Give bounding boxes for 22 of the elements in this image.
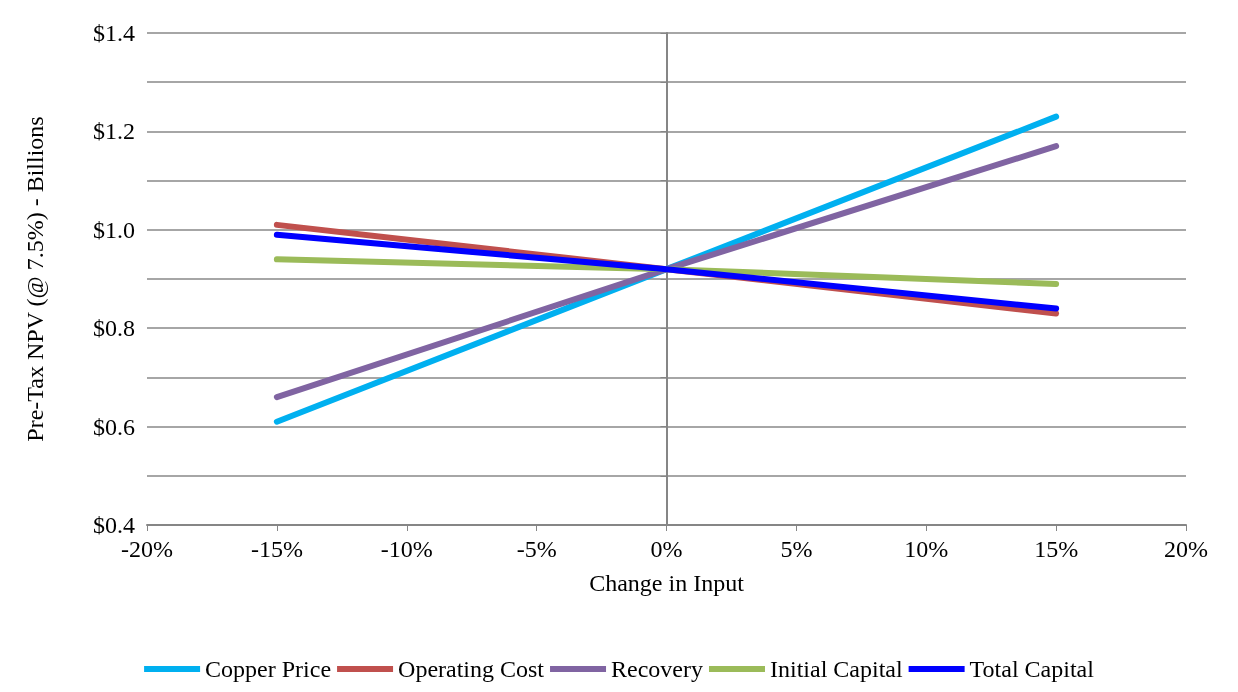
legend-label: Total Capital <box>969 656 1095 682</box>
y-tick-label: $1.2 <box>93 118 135 145</box>
x-tick-label: 0% <box>650 536 683 562</box>
x-tick-label: 20% <box>1164 536 1208 562</box>
y-tick-label: $1.0 <box>93 216 135 243</box>
y-tick-label: $0.6 <box>93 413 135 440</box>
x-axis-title: Change in Input <box>589 570 745 596</box>
x-tick-label: -15% <box>250 536 303 562</box>
x-tick-label: -10% <box>380 536 433 562</box>
y-axis-title: Pre-Tax NPV (@ 7.5%) - Billions <box>22 116 48 442</box>
legend-label: Operating Cost <box>398 656 545 682</box>
x-tick-label: 15% <box>1034 536 1079 562</box>
x-tick-label: 5% <box>780 536 813 562</box>
x-tick-label: 10% <box>904 536 949 562</box>
x-tick-label: -5% <box>516 536 557 562</box>
y-tick-label: $0.8 <box>93 315 135 342</box>
y-tick-label: $0.4 <box>93 512 135 538</box>
legend-label: Copper Price <box>205 656 332 682</box>
x-tick-label: -20% <box>121 536 173 562</box>
legend-label: Initial Capital <box>769 656 903 682</box>
legend-label: Recovery <box>611 656 703 682</box>
y-tick-label: $1.4 <box>93 20 135 46</box>
